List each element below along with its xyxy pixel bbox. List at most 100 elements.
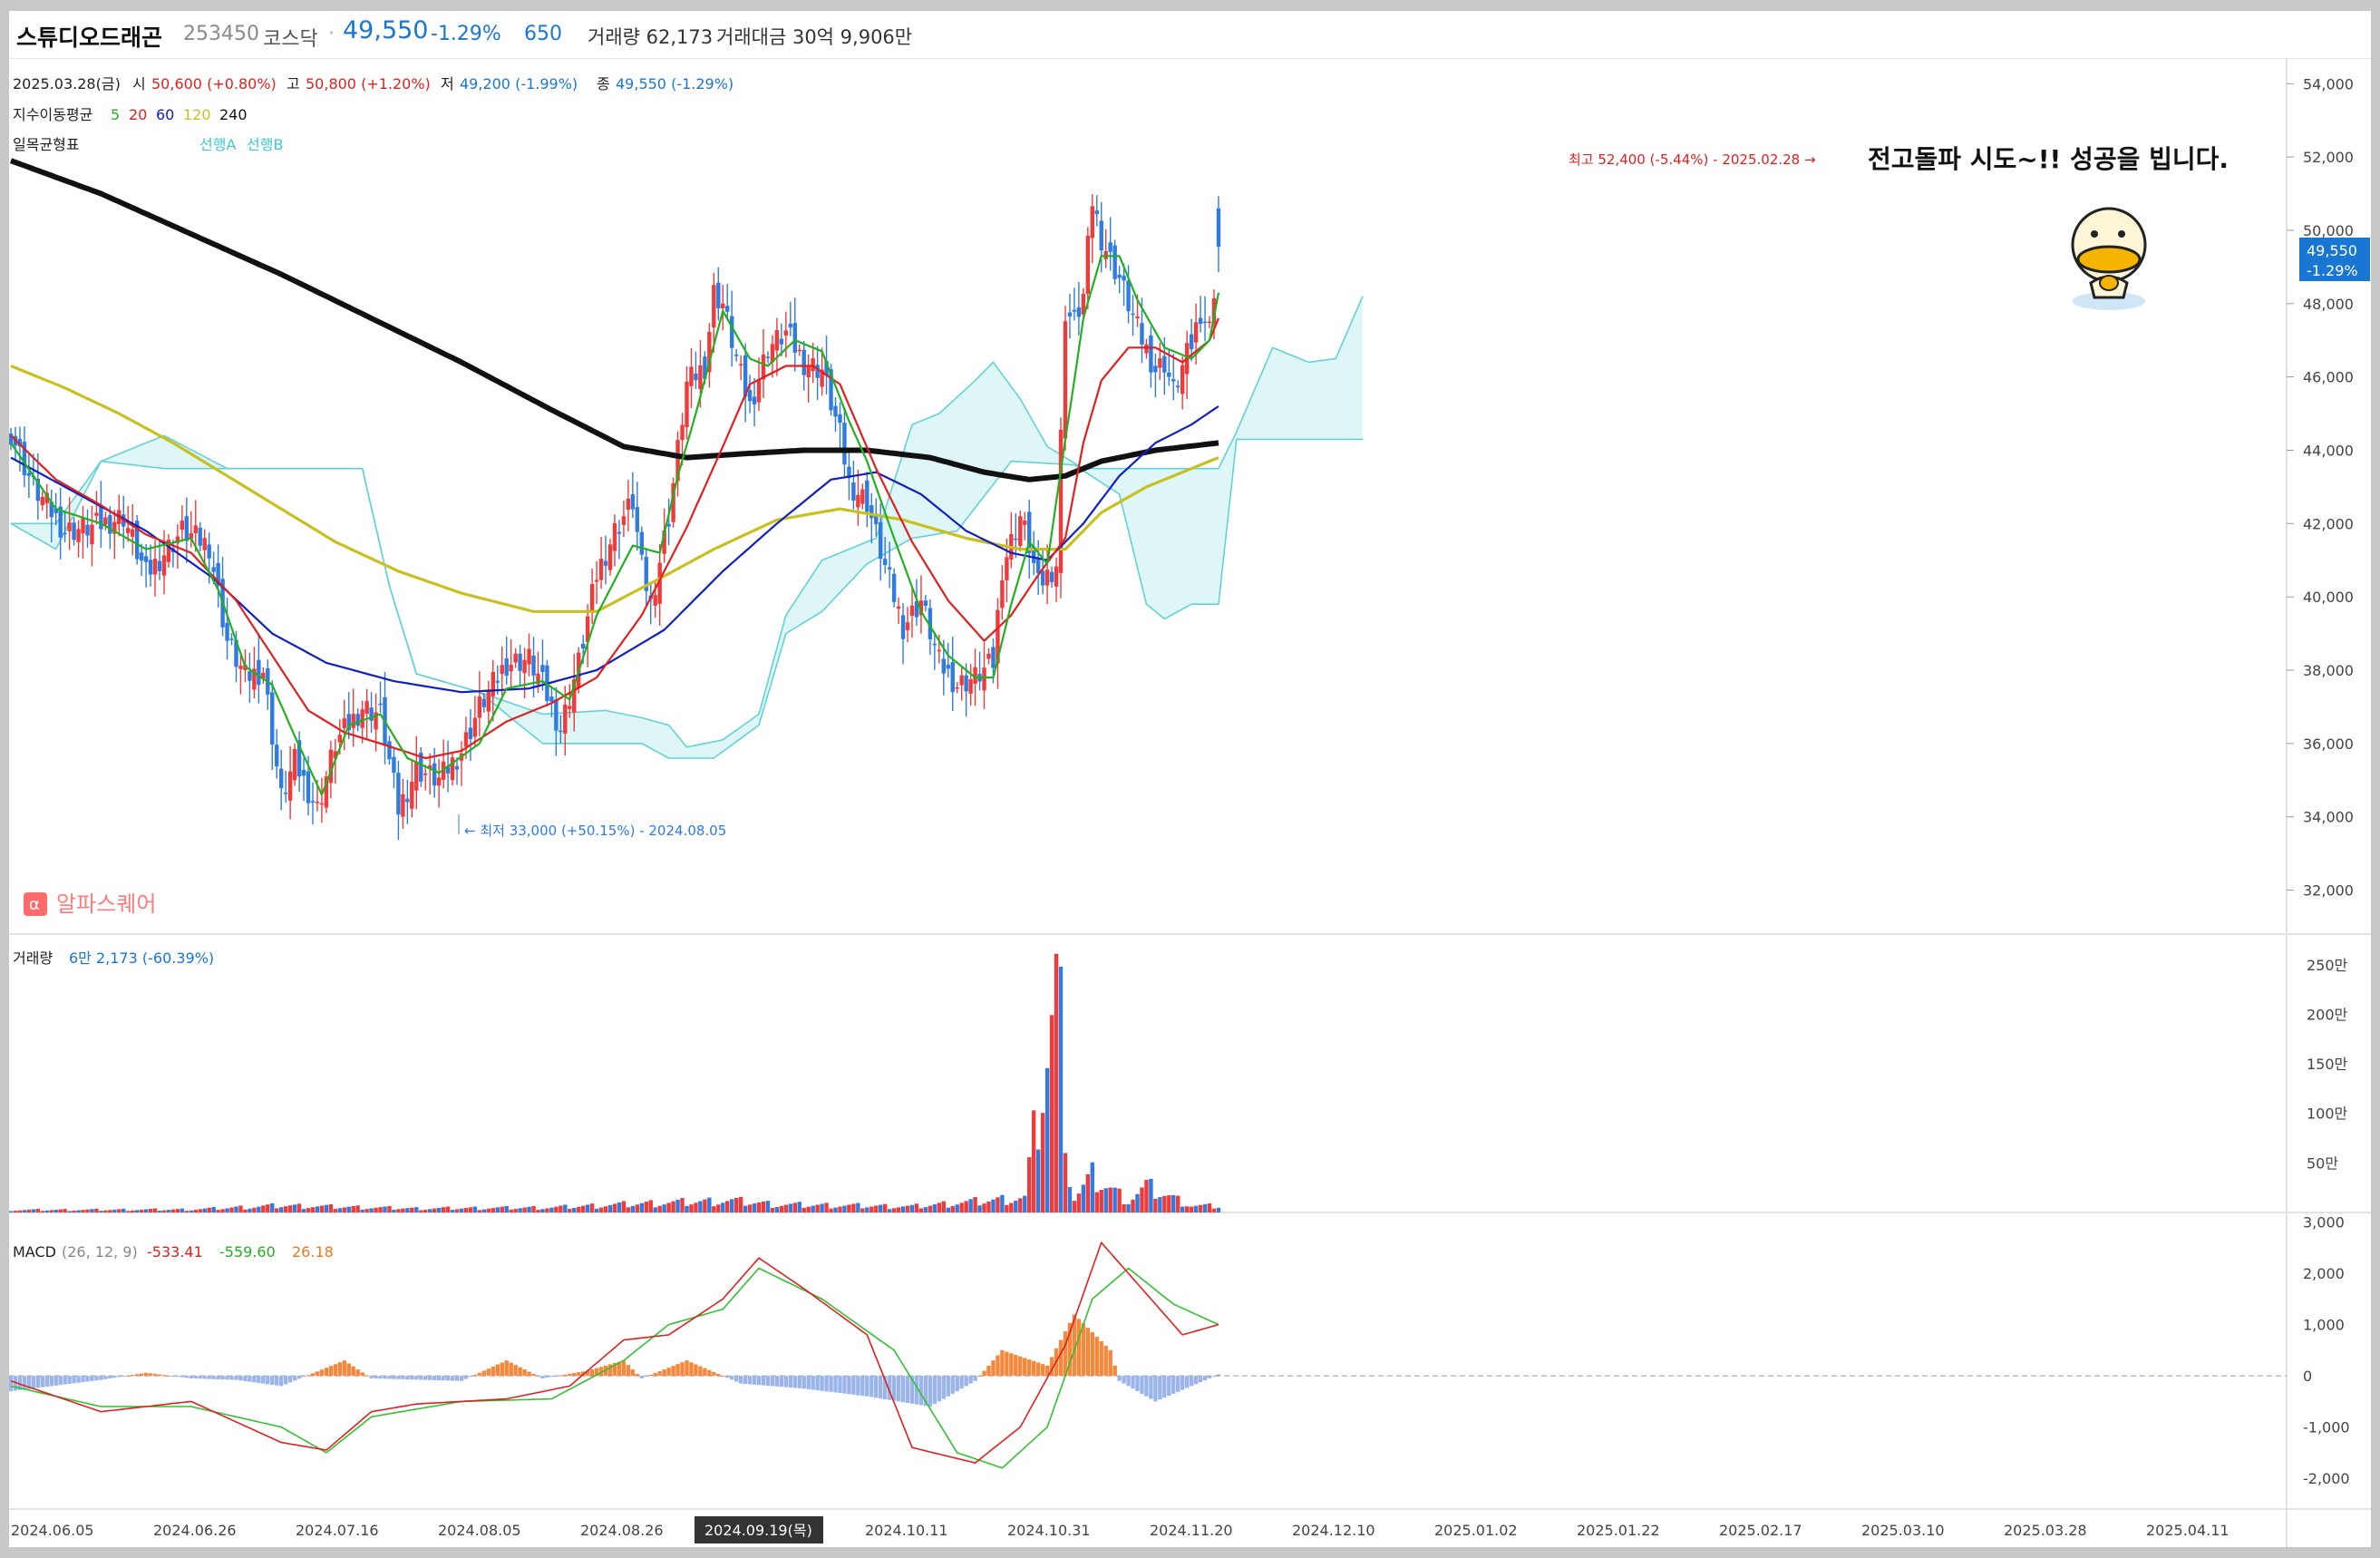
candle-body: [72, 522, 76, 540]
ma-legend-period-2: 60: [156, 106, 174, 123]
volume-bar: [635, 1204, 640, 1212]
candle-body: [549, 696, 554, 702]
candle-body: [941, 658, 946, 674]
volume-bar: [504, 1205, 509, 1212]
candle-body: [1207, 321, 1212, 324]
macd-hist-bar: [103, 1376, 108, 1379]
candle-body: [770, 344, 775, 363]
macd-hist-bar: [730, 1376, 734, 1380]
macd-hist-bar: [509, 1362, 513, 1377]
volume-bar: [1014, 1200, 1018, 1212]
volume-bar: [486, 1208, 491, 1212]
volume-bar: [1094, 1192, 1099, 1212]
candle-body: [58, 506, 63, 538]
macd-hist-bar: [707, 1369, 712, 1377]
volume-bar: [738, 1196, 743, 1212]
date-axis-label: 2024.06.26: [153, 1522, 237, 1539]
candle-body: [211, 567, 216, 572]
candle-body: [1131, 313, 1135, 316]
macd-hist-bar: [1198, 1376, 1203, 1383]
moving-averages: [9, 158, 1220, 796]
volume-bar: [103, 1210, 108, 1212]
macd-hist-bar: [1131, 1376, 1135, 1389]
macd-hist-bar: [991, 1360, 996, 1377]
macd-hist-bar: [829, 1376, 833, 1392]
candle-body: [491, 672, 495, 696]
macd-hist-bar: [797, 1376, 801, 1388]
macd-hist-bar: [996, 1355, 1000, 1377]
macd-hist-bar: [184, 1376, 189, 1378]
macd-axis-label: -1,000: [2303, 1419, 2350, 1436]
volume-bar: [801, 1207, 806, 1212]
macd-hist-bar: [694, 1364, 698, 1377]
volume-bar: [463, 1207, 469, 1212]
macd-hist-bar: [180, 1376, 185, 1378]
volume-bar: [909, 1204, 915, 1212]
macd-hist-bar: [788, 1376, 793, 1388]
macd-hist-bar: [1117, 1376, 1122, 1381]
candle-body: [955, 686, 959, 689]
duck-sticker-icon: [2071, 207, 2147, 310]
macd-hist-bar: [166, 1375, 171, 1377]
macd-hist-bar: [982, 1370, 986, 1377]
price-axis-label: 50,000: [2303, 222, 2354, 239]
volume-bar: [991, 1199, 996, 1212]
volume-bar: [630, 1205, 636, 1212]
candle-body: [184, 516, 189, 541]
candle-body: [1054, 566, 1059, 587]
macd-hist-bar: [666, 1368, 671, 1377]
candle-body: [157, 560, 162, 571]
volume-bar: [531, 1205, 536, 1212]
stock-name[interactable]: 스튜디오드래곤: [16, 24, 163, 51]
volume-bar: [716, 1204, 721, 1212]
volume-bar: [1081, 1184, 1086, 1212]
candle-body: [842, 423, 847, 465]
volume-bar: [824, 1203, 829, 1212]
date-axis-label: 2025.02.17: [1719, 1522, 1802, 1539]
candle-body: [689, 366, 694, 386]
macd-hist-bar: [306, 1375, 311, 1377]
volume-axis-label: 50만: [2307, 1154, 2338, 1172]
candle-body: [779, 338, 784, 345]
macd-hist-bar: [1049, 1357, 1054, 1377]
volume-bar: [733, 1197, 739, 1212]
candle-body: [1117, 274, 1122, 278]
candle-body: [607, 544, 613, 570]
macd-hist-bar: [770, 1376, 775, 1387]
volume-bar: [500, 1206, 504, 1212]
macd-hist-bar: [1014, 1354, 1018, 1377]
candle-body: [563, 704, 568, 734]
volume-bar: [585, 1204, 590, 1212]
macd-hist-bar: [1140, 1376, 1144, 1394]
volume-axis-label: 250만: [2307, 957, 2348, 974]
volume-bar: [99, 1211, 103, 1212]
volume-legend-value: 6만 2,173 (-60.39%): [69, 949, 214, 967]
macd-hist-bar: [815, 1376, 820, 1391]
macd-hist-bar: [518, 1367, 522, 1377]
volume-bar: [432, 1208, 437, 1212]
candle-body: [180, 521, 185, 531]
macd-hist-bar: [680, 1362, 685, 1377]
macd-hist-bar: [139, 1373, 144, 1377]
macd-hist-bar: [481, 1370, 487, 1377]
candle-body: [792, 323, 797, 353]
candle-body: [1090, 206, 1094, 239]
volume-bar: [324, 1204, 329, 1212]
volume-bar: [383, 1206, 387, 1212]
date-axis-label: 2025.03.28: [2004, 1522, 2087, 1539]
macd-hist-bar: [72, 1376, 76, 1384]
stock-chart[interactable]: 54,00052,00050,00048,00046,00044,00042,0…: [9, 11, 2371, 1547]
macd-hist-bar: [257, 1376, 261, 1384]
macd-hist-bar: [1162, 1376, 1167, 1398]
macd-hist-bar: [49, 1376, 53, 1387]
volume-bar: [955, 1204, 959, 1212]
macd-hist-bar: [648, 1374, 653, 1377]
candle-body: [568, 706, 572, 709]
candle-body: [76, 529, 81, 542]
macd-hist-bar: [657, 1371, 662, 1377]
candle-body: [851, 482, 856, 501]
volume-bar: [454, 1209, 460, 1212]
volume-bar: [675, 1199, 680, 1212]
volume-bar: [211, 1206, 216, 1212]
candle-body: [112, 521, 117, 534]
